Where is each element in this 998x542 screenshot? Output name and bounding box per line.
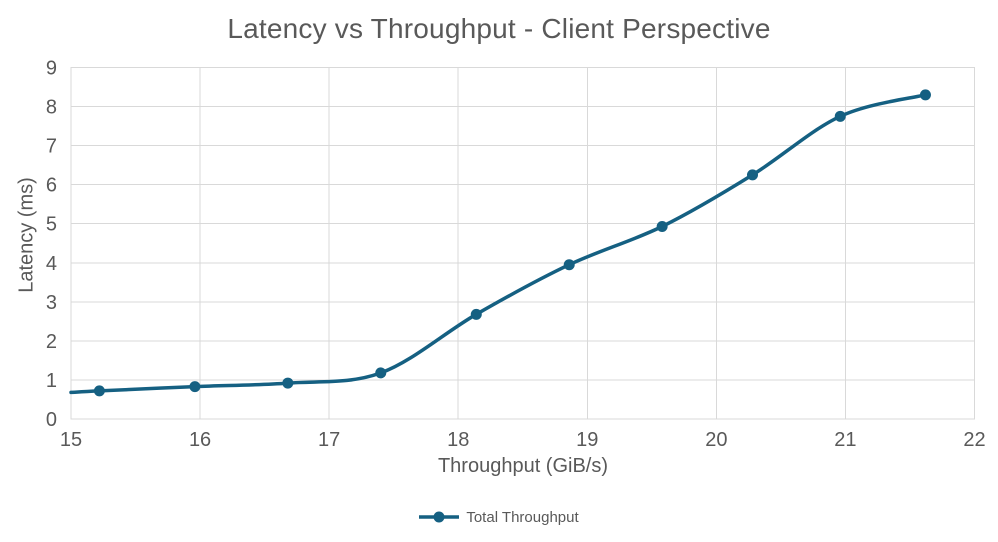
y-axis-title: Latency (ms)	[15, 177, 38, 293]
legend-marker-dot	[433, 511, 445, 523]
x-tick-label: 15	[60, 429, 82, 451]
y-tick-label: 3	[46, 292, 57, 314]
x-axis-title: Throughput (GiB/s)	[437, 455, 609, 477]
data-point-marker	[919, 89, 931, 101]
x-tick-label: 16	[189, 429, 211, 451]
legend: Total Throughput	[0, 505, 998, 529]
y-tick-label: 1	[46, 370, 57, 392]
legend-line-marker-icon	[419, 511, 460, 523]
legend-label: Total Throughput	[466, 508, 579, 526]
data-point-marker	[282, 377, 294, 389]
x-tick-label: 21	[834, 429, 856, 451]
data-point-marker	[656, 220, 668, 232]
y-tick-label: 8	[46, 97, 57, 119]
x-tick-label: 19	[576, 429, 598, 451]
x-tick-label: 22	[963, 429, 985, 451]
y-tick-label: 9	[46, 58, 57, 80]
data-point-marker	[563, 259, 575, 271]
y-tick-label: 0	[46, 409, 57, 431]
data-point-marker	[834, 110, 846, 122]
data-point-marker	[93, 385, 105, 397]
chart-title: Latency vs Throughput - Client Perspecti…	[227, 13, 771, 44]
x-tick-label: 18	[447, 429, 469, 451]
plot-border	[70, 67, 975, 420]
data-point-marker	[189, 381, 201, 393]
data-point-marker	[470, 308, 482, 320]
y-tick-label: 4	[46, 253, 57, 275]
data-point-marker	[746, 169, 758, 181]
data-point-marker	[375, 367, 387, 379]
x-tick-label: 20	[705, 429, 727, 451]
y-tick-label: 2	[46, 331, 57, 353]
y-tick-label: 7	[46, 136, 57, 158]
y-tick-label: 5	[46, 214, 57, 236]
x-tick-label: 17	[318, 429, 340, 451]
series-line	[69, 93, 928, 395]
y-tick-label: 6	[46, 175, 57, 197]
